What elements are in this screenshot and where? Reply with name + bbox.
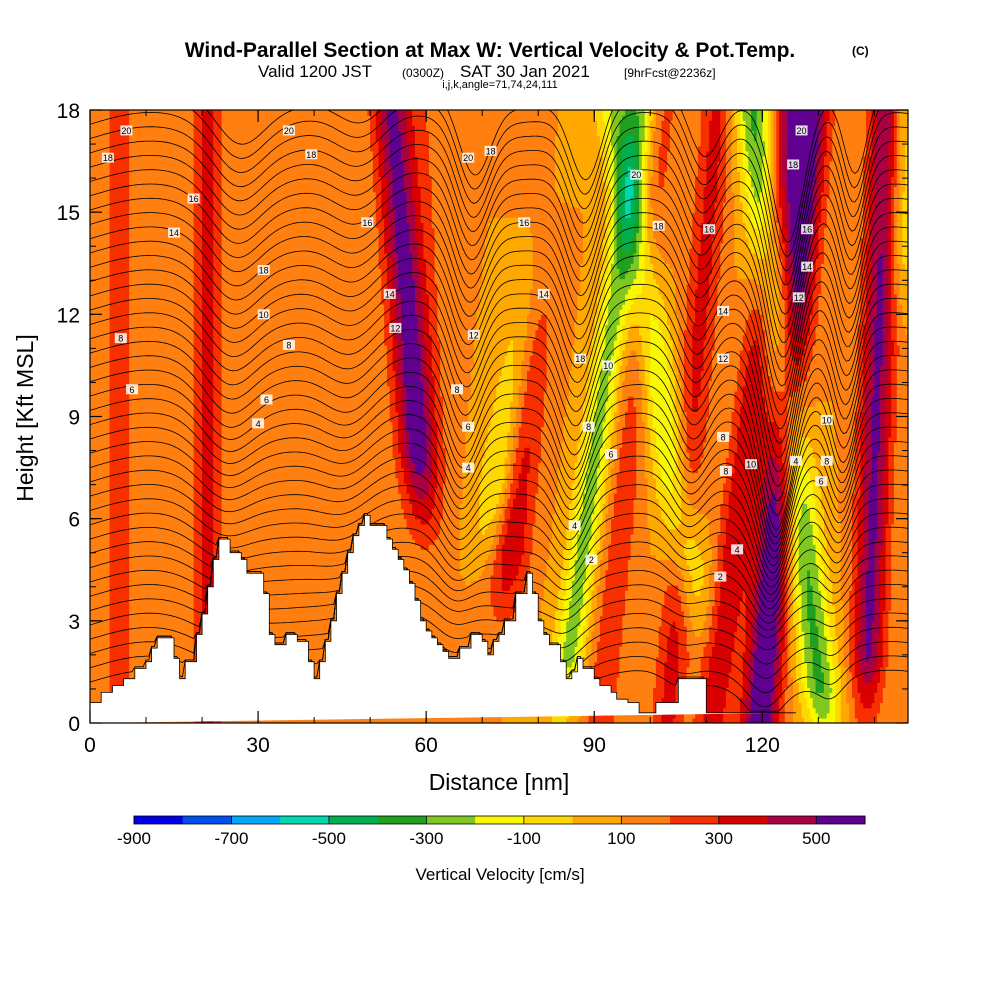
- contour-label-41: 18: [787, 159, 799, 170]
- colorbar-swatch: [670, 816, 719, 824]
- contour-label-43: 14: [801, 262, 813, 273]
- colorbar-swatch: [329, 816, 378, 824]
- contour-label-17: 18: [485, 146, 497, 157]
- contour-label-31: 2: [585, 555, 597, 566]
- x-tick-label: 60: [414, 734, 437, 757]
- contour-label-37: 10: [745, 459, 757, 470]
- contour-label-22: 6: [462, 422, 474, 433]
- contour-label-6: 18: [258, 265, 270, 276]
- copyright-mark: (C): [852, 44, 869, 58]
- contour-label-8: 8: [283, 340, 295, 351]
- contour-label-38: 4: [731, 544, 743, 555]
- contour-label-23: 4: [462, 463, 474, 474]
- colorbar-tick-label: -300: [409, 829, 443, 848]
- contour-label-48: 6: [815, 476, 827, 487]
- contour-label-9: 8: [115, 333, 127, 344]
- contour-label-44: 12: [793, 292, 805, 303]
- y-axis-label: Height [Kft MSL]: [12, 334, 38, 501]
- contour-label-16: 20: [462, 153, 474, 164]
- contour-label-10: 6: [126, 384, 138, 395]
- colorbar-tick-label: -500: [312, 829, 346, 848]
- contour-label-46: 8: [821, 456, 833, 467]
- colorbar-swatch: [475, 816, 524, 824]
- contour-label-3: 14: [168, 228, 180, 239]
- colorbar-swatch: [280, 816, 329, 824]
- contour-label-13: 16: [361, 217, 373, 228]
- colorbar-tick-label: -900: [117, 829, 151, 848]
- y-tick-label: 6: [68, 509, 80, 532]
- contour-label-1: 18: [102, 153, 114, 164]
- colorbar-tick-label: -700: [214, 829, 248, 848]
- contour-label-15: 12: [389, 323, 401, 334]
- y-tick-label: 12: [57, 304, 80, 327]
- colorbar-tick-label: -100: [507, 829, 541, 848]
- subtitle-valid-time: Valid 1200 JST: [258, 62, 372, 81]
- colorbar-swatch: [231, 816, 280, 824]
- contour-label-12: 4: [252, 418, 264, 429]
- contour-label-0: 20: [120, 125, 132, 136]
- colorbar-swatch: [816, 816, 865, 824]
- contour-label-20: 12: [468, 330, 480, 341]
- contour-label-18: 16: [518, 217, 530, 228]
- colorbar-tick-label: 500: [802, 829, 830, 848]
- contour-label-47: 4: [790, 456, 802, 467]
- colorbar-swatch: [621, 816, 670, 824]
- x-tick-label: 30: [246, 734, 269, 757]
- contour-label-14: 14: [384, 289, 396, 300]
- contour-label-7: 10: [258, 309, 270, 320]
- cross-section-chart: Wind-Parallel Section at Max W: Vertical…: [0, 0, 1000, 1000]
- contour-label-45: 10: [821, 415, 833, 426]
- subtitle-forecast: [9hrFcst@2236z]: [624, 66, 716, 80]
- colorbar-swatch: [378, 816, 427, 824]
- colorbar-label: Vertical Velocity [cm/s]: [415, 865, 584, 884]
- contour-label-32: 16: [703, 224, 715, 235]
- colorbar-swatch: [426, 816, 475, 824]
- contour-label-39: 2: [714, 572, 726, 583]
- contour-label-21: 8: [451, 384, 463, 395]
- x-tick-label: 90: [583, 734, 606, 757]
- contour-label-25: 18: [653, 221, 665, 232]
- contour-label-33: 14: [717, 306, 729, 317]
- contour-label-28: 8: [583, 422, 595, 433]
- colorbar: -900 -700 -500 -300 -100 100 300 500: [117, 816, 866, 848]
- contour-label-26: 18: [574, 354, 586, 365]
- subtitle-indices: i,j,k,angle=71,74,24,111: [442, 79, 558, 91]
- y-tick-label: 9: [68, 407, 80, 430]
- y-tick-label: 18: [57, 100, 80, 123]
- colorbar-swatch: [183, 816, 232, 824]
- contour-label-30: 4: [569, 520, 581, 531]
- contour-label-34: 12: [717, 354, 729, 365]
- y-tick-label: 3: [68, 611, 80, 634]
- colorbar-tick-label: 100: [607, 829, 635, 848]
- contour-label-42: 16: [801, 224, 813, 235]
- contour-label-40: 20: [796, 125, 808, 136]
- contour-label-27: 10: [602, 360, 614, 371]
- x-tick-label: 120: [745, 734, 780, 757]
- contour-label-24: 20: [630, 170, 642, 181]
- y-tick-label: 15: [57, 202, 80, 225]
- y-tick-label: 0: [68, 713, 80, 736]
- x-axis-label: Distance [nm]: [429, 769, 570, 795]
- contour-label-29: 6: [605, 449, 617, 460]
- colorbar-swatch: [134, 816, 183, 824]
- colorbar-swatch: [719, 816, 768, 824]
- contour-label-2: 16: [188, 194, 200, 205]
- colorbar-swatch: [768, 816, 817, 824]
- chart-title: Wind-Parallel Section at Max W: Vertical…: [185, 39, 796, 62]
- x-tick-label: 0: [84, 734, 96, 757]
- colorbar-swatch: [524, 816, 573, 824]
- contour-label-5: 18: [305, 149, 317, 160]
- contour-label-11: 6: [260, 394, 272, 405]
- subtitle-utc-time: (0300Z): [402, 66, 444, 80]
- contour-label-19: 14: [538, 289, 550, 300]
- colorbar-swatch: [573, 816, 622, 824]
- contour-label-4: 20: [283, 125, 295, 136]
- contour-label-36: 8: [720, 466, 732, 477]
- contour-label-35: 8: [717, 432, 729, 443]
- colorbar-tick-label: 300: [705, 829, 733, 848]
